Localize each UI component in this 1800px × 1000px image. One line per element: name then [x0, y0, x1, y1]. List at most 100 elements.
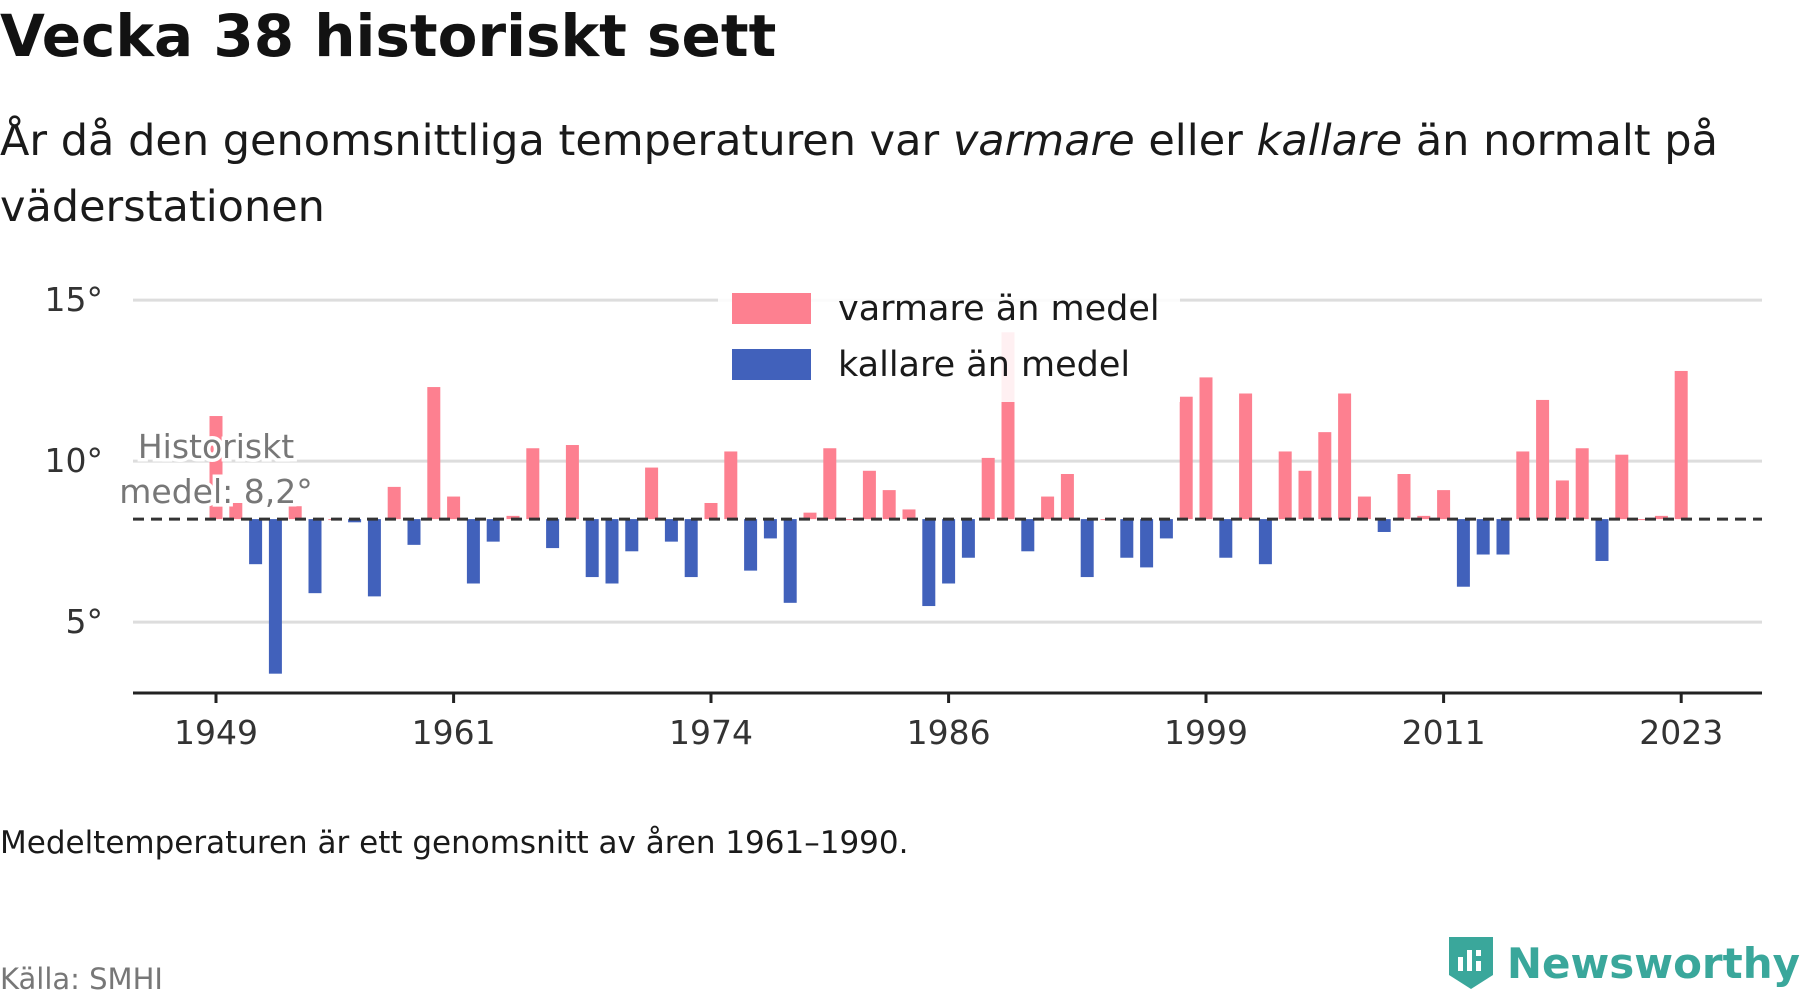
bar-warmer: [1239, 393, 1253, 520]
brand-name: Newsworthy: [1506, 938, 1800, 988]
bar-colder: [961, 519, 975, 558]
bar-warmer: [1318, 432, 1332, 520]
bar-warmer: [1397, 474, 1411, 520]
bar-warmer: [902, 509, 916, 520]
axes-group: 5° 10° 15° 1949 1961 1974 1986 1999 2011 2023: [45, 280, 1762, 752]
bar-warmer: [565, 445, 579, 520]
bar-warmer: [981, 457, 995, 520]
bar-warmer: [1516, 451, 1530, 520]
bar-warmer: [1199, 377, 1213, 520]
bar-warmer: [1635, 519, 1649, 521]
y-tick-label: 10°: [45, 441, 104, 480]
bar-colder: [466, 519, 480, 584]
bar-colder: [546, 519, 560, 549]
bar-colder: [308, 519, 322, 594]
chart-subtitle: År då den genomsnittliga temperaturen va…: [0, 108, 1780, 240]
bars-group: [209, 332, 1688, 674]
subtitle-text-1: År då den genomsnittliga temperaturen va…: [0, 116, 953, 166]
bar-warmer: [1298, 470, 1312, 520]
bar-warmer: [1654, 515, 1668, 520]
subtitle-text-3: än normalt på väderstationen: [0, 116, 1718, 232]
bar-warmer: [526, 448, 540, 520]
newsworthy-logo-icon: [1448, 937, 1493, 989]
bar-warmer: [823, 448, 837, 520]
bar-colder: [744, 519, 758, 571]
bar-warmer: [1536, 399, 1550, 520]
bar-colder: [1377, 519, 1391, 532]
x-tick-label: 1961: [412, 713, 496, 752]
bar-colder: [1140, 519, 1154, 568]
baseline-group: Historiskt medel: 8,2°: [116, 424, 1762, 521]
bar-warmer: [1041, 496, 1055, 520]
x-tick-label: 2011: [1402, 713, 1486, 752]
bar-warmer: [229, 502, 243, 520]
bar-colder: [268, 519, 282, 674]
bar-colder: [407, 519, 421, 545]
bar-colder: [942, 519, 956, 584]
bar-colder: [1595, 519, 1609, 561]
bar-warmer: [1575, 448, 1589, 520]
bar-colder: [605, 519, 619, 584]
source-credit: Källa: SMHI: [0, 962, 163, 996]
bar-warmer: [1179, 396, 1193, 520]
bar-colder: [684, 519, 698, 578]
bar-colder: [249, 519, 263, 565]
bar-colder: [1080, 519, 1094, 578]
bar-warmer: [862, 470, 876, 520]
bar-warmer: [427, 387, 441, 520]
legend-swatch: [732, 293, 811, 324]
legend: varmare än medel kallare än medel: [718, 272, 1180, 402]
bar-warmer: [1338, 393, 1352, 520]
bar-warmer: [882, 490, 896, 520]
legend-swatch: [732, 349, 811, 380]
bar-colder: [1258, 519, 1272, 565]
footnote: Medeltemperaturen är ett genomsnitt av å…: [0, 825, 909, 861]
bar-warmer: [506, 515, 520, 520]
bar-warmer: [1060, 474, 1074, 520]
bar-colder: [1120, 519, 1134, 558]
x-tick-label: 1999: [1164, 713, 1248, 752]
legend-label: varmare än medel: [838, 289, 1160, 329]
temperature-bar-chart: Historiskt medel: 8,2° 5° 10° 15° 1949 1961 19…: [45, 272, 1762, 752]
bar-warmer: [645, 467, 659, 520]
bar-colder: [486, 519, 500, 542]
bar-colder: [367, 519, 381, 597]
bar-colder: [783, 519, 797, 603]
y-tick-label: 15°: [45, 280, 104, 319]
bar-warmer: [1417, 515, 1431, 520]
bar-colder: [625, 519, 639, 552]
bar-colder: [585, 519, 599, 578]
bar-colder: [763, 519, 777, 539]
chart-title: Vecka 38 historiskt sett: [0, 2, 777, 70]
x-tick-label: 1986: [907, 713, 991, 752]
bar-colder: [1476, 519, 1490, 555]
bar-warmer: [704, 502, 718, 520]
bar-colder: [1496, 519, 1510, 555]
bar-warmer: [288, 506, 302, 520]
bar-warmer: [1278, 451, 1292, 520]
bar-colder: [1159, 519, 1173, 539]
subtitle-emphasis-colder: kallare: [1256, 116, 1403, 166]
y-tick-label: 5°: [66, 602, 104, 641]
subtitle-text-2: eller: [1134, 116, 1257, 166]
bar-warmer: [1555, 480, 1569, 520]
bar-warmer: [1615, 454, 1629, 520]
bar-colder: [348, 519, 362, 523]
bar-colder: [664, 519, 678, 542]
bar-warmer: [1674, 370, 1688, 520]
baseline-label-line-1: Historiskt: [138, 427, 294, 466]
baseline-label-line-2: medel: 8,2°: [119, 472, 312, 511]
bar-colder: [1456, 519, 1470, 587]
bar-warmer: [209, 416, 223, 520]
bar-warmer: [1437, 490, 1451, 520]
bar-colder: [1021, 519, 1035, 552]
subtitle-emphasis-warmer: varmare: [952, 116, 1135, 166]
bar-warmer: [803, 512, 817, 520]
brand-logo: Newsworthy: [1445, 935, 1800, 991]
bar-warmer: [1357, 496, 1371, 520]
bar-colder: [1219, 519, 1233, 558]
legend-label: kallare än medel: [838, 345, 1130, 385]
x-tick-label: 2023: [1639, 713, 1723, 752]
bar-warmer: [387, 486, 401, 520]
x-tick-label: 1949: [174, 713, 258, 752]
